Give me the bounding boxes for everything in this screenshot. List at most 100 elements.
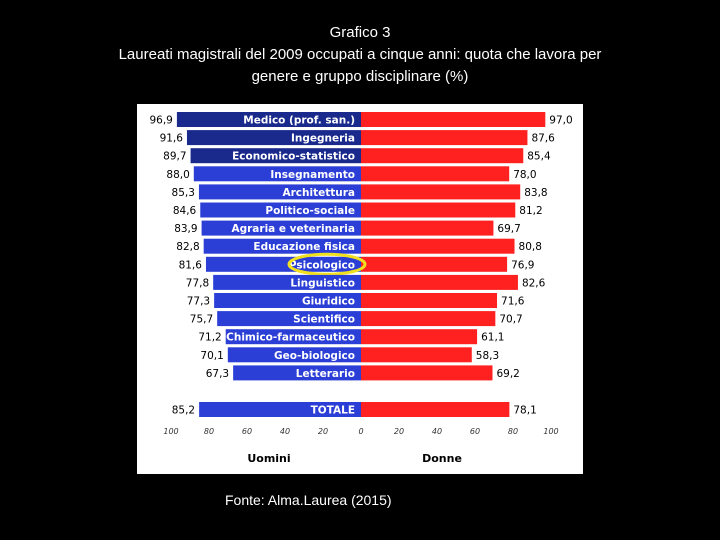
value-label-men-14: 67,3 [206,368,229,380]
bar-men-5 [200,202,361,218]
value-label-women-4: 83,8 [524,187,547,199]
bar-men-2 [190,148,361,164]
x-axis-label-men: Uomini [247,452,290,465]
value-label-men-0: 96,9 [149,115,172,127]
bar-women-8 [361,256,508,272]
category-label-8: Psicologico [289,259,355,271]
category-label-4: Architettura [282,187,355,199]
bar-women-10 [361,293,498,308]
title-line-1: Grafico 3 [329,24,391,41]
highlight-ellipse [287,252,367,276]
value-label-men-11: 75,7 [190,314,213,326]
chart-panel: Medico (prof. san.) 96,9 97,0 Ingegneria 91,… [137,104,583,474]
value-label-men-9: 77,8 [186,277,209,289]
category-label-2: Economico-statistico [232,151,355,163]
bar-women-11 [361,311,496,327]
bar-men-6 [201,220,361,236]
value-label-men-3: 88,0 [166,169,189,181]
x-tick-right-3: 80 [508,427,518,436]
x-tick-left-2: 60 [242,427,252,436]
bar-women-9 [361,274,518,290]
value-label-men-15: 85,2 [172,405,195,417]
bar-women-15 [361,402,510,417]
value-label-men-4: 85,3 [172,187,195,199]
bar-men-15 [199,402,361,417]
bar-men-1 [186,130,361,146]
value-label-women-14: 69,2 [496,368,519,380]
bar-women-13 [361,347,472,363]
category-label-1: Ingegneria [291,133,355,145]
value-label-men-2: 89,7 [163,151,186,163]
x-tick-right-4: 100 [543,427,558,436]
value-label-women-7: 80,8 [519,241,542,253]
title-line-3: genere e gruppo disciplinare (%) [251,68,469,85]
bar-women-6 [361,220,494,236]
value-label-women-1: 87,6 [531,133,555,145]
bar-men-9 [213,274,361,290]
category-label-12: Chimico-farmaceutico [226,332,355,344]
x-tick-left-3: 40 [280,427,290,436]
chart-title: Grafico 3 Laureati magistrali del 2009 o… [0,22,720,88]
title-line-2: Laureati magistrali del 2009 occupati a … [118,46,602,63]
value-label-women-13: 58,3 [476,350,499,362]
bar-men-4 [198,184,361,200]
category-label-3: Insegnamento [270,169,355,181]
bar-women-7 [361,238,515,254]
bar-men-7 [203,238,361,254]
bar-men-13 [227,347,361,363]
bar-men-11 [217,311,361,327]
category-label-9: Linguistico [290,277,355,289]
bar-women-4 [361,184,521,200]
bar-women-2 [361,148,524,164]
value-label-men-5: 84,6 [173,205,197,217]
bar-men-14 [233,365,361,381]
value-label-women-0: 97,0 [549,115,572,127]
x-tick-right-0: 20 [394,427,404,436]
value-label-women-2: 85,4 [527,151,551,163]
value-label-men-7: 82,8 [176,241,199,253]
value-label-men-1: 91,6 [160,133,184,145]
value-label-women-10: 71,6 [501,296,525,308]
bar-women-12 [361,329,478,345]
category-label-10: Giuridico [302,296,355,308]
category-label-5: Politico-sociale [265,205,355,217]
value-label-men-12: 71,2 [198,332,221,344]
bar-men-0 [176,112,361,127]
value-label-men-10: 77,3 [187,296,210,308]
value-label-men-8: 81,6 [179,259,203,271]
category-label-14: Letterario [296,368,355,380]
value-label-men-6: 83,9 [174,223,197,235]
bar-women-0 [361,112,546,127]
category-label-13: Geo-biologico [274,350,355,362]
butterfly-bar-chart: Medico (prof. san.) 96,9 97,0 Ingegneria 91,… [149,112,573,465]
x-tick-right-1: 40 [432,427,442,436]
value-label-women-15: 78,1 [513,405,536,417]
source-note: Fonte: Alma.Laurea (2015) [225,492,392,508]
value-label-women-12: 61,1 [481,332,504,344]
x-tick-left-4: 20 [318,427,328,436]
x-tick-right-2: 60 [470,427,480,436]
value-label-women-8: 76,9 [511,259,534,271]
bar-men-12 [225,329,361,345]
value-label-women-6: 69,7 [497,223,520,235]
category-label-7: Educazione fisica [253,241,355,253]
x-tick-left-1: 80 [204,427,214,436]
value-label-women-3: 78,0 [513,169,536,181]
value-label-women-9: 82,6 [522,277,546,289]
bar-women-1 [361,130,528,146]
value-label-men-13: 70,1 [200,350,223,362]
category-label-0: Medico (prof. san.) [243,115,355,127]
value-label-women-11: 70,7 [499,314,522,326]
bar-women-5 [361,202,516,218]
bar-men-8 [205,256,361,272]
x-axis-label-women: Donne [422,452,462,465]
bar-men-10 [214,293,361,308]
category-label-6: Agraria e veterinaria [231,223,355,235]
value-label-women-5: 81,2 [519,205,542,217]
x-tick-left-5: 0 [358,427,363,436]
bar-women-14 [361,365,493,381]
x-tick-left-0: 100 [163,427,178,436]
bar-men-3 [193,166,361,182]
category-label-11: Scientifico [293,314,355,326]
category-label-15: TOTALE [311,405,355,417]
